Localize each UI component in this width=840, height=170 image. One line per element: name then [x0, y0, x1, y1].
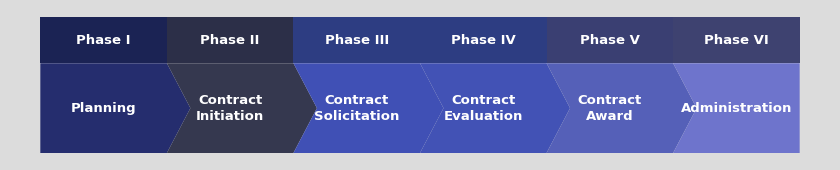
- Text: Phase II: Phase II: [201, 34, 260, 47]
- Polygon shape: [547, 63, 696, 153]
- Text: Planning: Planning: [71, 102, 136, 115]
- Polygon shape: [167, 63, 317, 153]
- Bar: [547, 17, 673, 63]
- Text: Contract
Initiation: Contract Initiation: [196, 94, 265, 123]
- Text: Phase VI: Phase VI: [704, 34, 769, 47]
- Text: Phase IV: Phase IV: [451, 34, 516, 47]
- Text: Phase III: Phase III: [324, 34, 389, 47]
- Text: Contract
Award: Contract Award: [578, 94, 642, 123]
- Polygon shape: [293, 63, 444, 153]
- Text: Contract
Evaluation: Contract Evaluation: [444, 94, 523, 123]
- Bar: [167, 17, 293, 63]
- Polygon shape: [420, 63, 570, 153]
- Text: Contract
Solicitation: Contract Solicitation: [314, 94, 399, 123]
- Bar: [673, 17, 800, 63]
- Polygon shape: [673, 63, 800, 153]
- Bar: [420, 17, 547, 63]
- Text: Phase V: Phase V: [580, 34, 640, 47]
- Bar: [293, 17, 420, 63]
- Polygon shape: [40, 63, 191, 153]
- Text: Administration: Administration: [680, 102, 792, 115]
- Text: Phase I: Phase I: [76, 34, 131, 47]
- Bar: [40, 17, 167, 63]
